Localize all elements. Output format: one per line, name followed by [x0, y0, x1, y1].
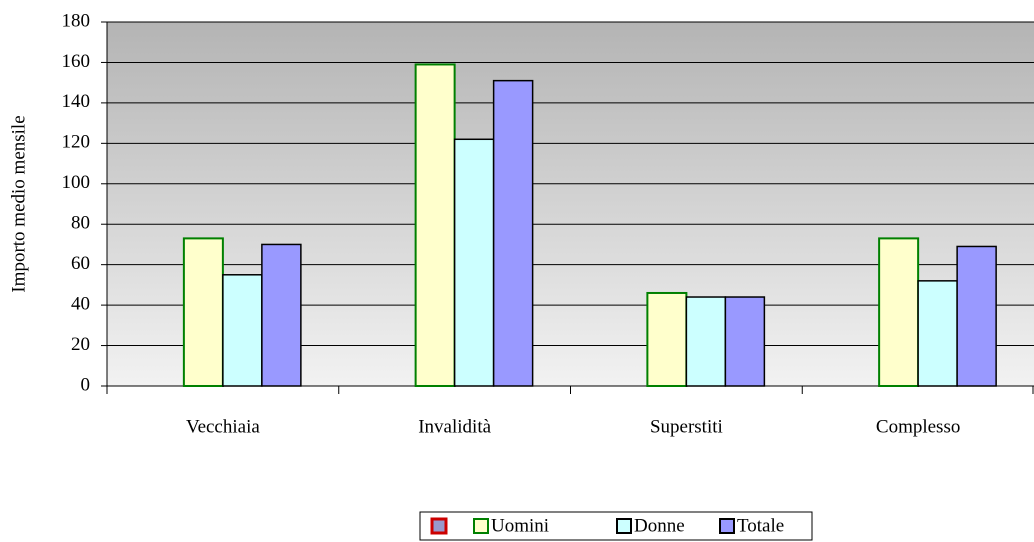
x-tick-label: Vecchiaia	[186, 416, 260, 437]
legend-label: Totale	[737, 515, 784, 536]
y-tick-label: 160	[62, 51, 91, 72]
x-tick-label: Complesso	[876, 416, 960, 437]
bar	[261, 243, 302, 387]
y-axis-label: Importo medio mensile	[8, 115, 29, 292]
legend-label: Uomini	[491, 515, 549, 536]
bar	[956, 245, 997, 387]
bar	[646, 291, 688, 388]
x-tick-label: Superstiti	[650, 416, 723, 437]
y-tick-label: 80	[71, 213, 90, 234]
y-tick-label: 20	[71, 334, 90, 355]
legend-label: Donne	[634, 515, 685, 536]
y-tick-label: 140	[62, 91, 91, 112]
bar	[917, 280, 958, 387]
bar	[222, 274, 263, 387]
bar	[414, 63, 456, 387]
bar	[492, 79, 534, 387]
bar	[453, 138, 495, 387]
y-tick-label: 120	[62, 132, 91, 153]
legend-swatch	[473, 518, 489, 534]
bar	[685, 296, 727, 387]
y-tick-label: 0	[81, 374, 91, 395]
y-tick-label: 40	[71, 293, 90, 314]
y-tick-label: 60	[71, 253, 90, 274]
legend-swatch	[616, 518, 632, 534]
bar	[878, 237, 920, 387]
legend-swatch	[430, 517, 448, 535]
bar	[182, 237, 224, 387]
bar	[724, 296, 766, 387]
y-tick-label: 100	[62, 172, 91, 193]
x-tick-label: Invalidità	[418, 416, 491, 437]
legend-swatch	[719, 518, 735, 534]
y-tick-label: 180	[62, 10, 91, 31]
